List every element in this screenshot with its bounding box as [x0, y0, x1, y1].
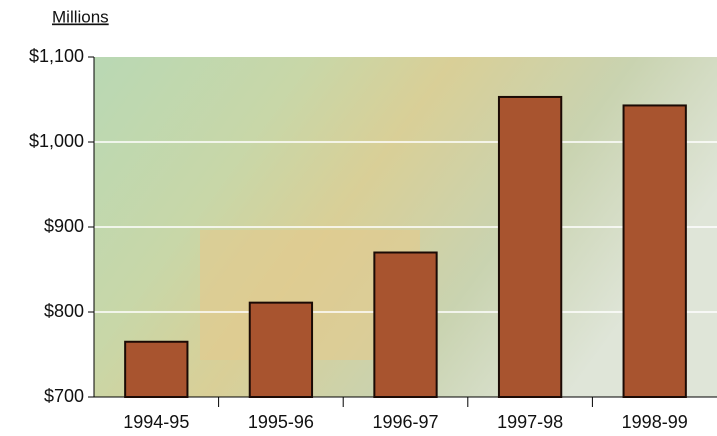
y-axis-label: Millions	[52, 7, 109, 26]
x-tick-label: 1995-96	[248, 412, 314, 432]
y-tick-label: $700	[44, 386, 84, 406]
bar	[499, 97, 561, 397]
bar	[125, 342, 187, 397]
x-tick-label: 1998-99	[622, 412, 688, 432]
bar	[374, 253, 436, 398]
y-tick-label: $1,100	[29, 46, 84, 66]
y-tick-label: $800	[44, 301, 84, 321]
x-tick-label: 1994-95	[123, 412, 189, 432]
x-tick-label: 1997-98	[497, 412, 563, 432]
bar	[250, 303, 312, 397]
y-tick-label: $1,000	[29, 131, 84, 151]
bar	[624, 105, 686, 397]
x-tick-label: 1996-97	[372, 412, 438, 432]
chart: Millions $700 $800 $900 $1,000 $1,100 1994-95…	[0, 0, 717, 436]
y-tick-label: $900	[44, 216, 84, 236]
